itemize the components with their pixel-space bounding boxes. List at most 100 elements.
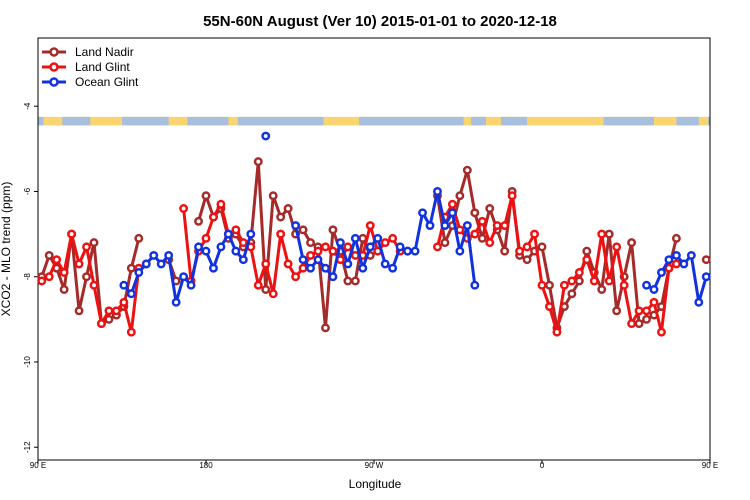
data-point — [74, 306, 84, 316]
data-point — [335, 238, 345, 248]
data-point — [619, 280, 629, 290]
data-point — [380, 238, 390, 248]
y-tick-label: -10 — [23, 356, 32, 368]
data-point — [134, 233, 144, 243]
data-point — [104, 314, 114, 324]
data-point — [686, 250, 696, 260]
data-point — [119, 297, 129, 307]
data-point — [455, 246, 465, 256]
data-point — [649, 297, 659, 307]
data-point — [671, 259, 681, 269]
data-point — [141, 259, 151, 269]
ocean-segment — [187, 116, 229, 126]
data-point — [671, 233, 681, 243]
series-line — [435, 168, 678, 330]
data-point — [380, 259, 390, 269]
data-point — [507, 191, 517, 201]
data-point — [545, 302, 554, 311]
data-point — [306, 263, 315, 273]
data-point — [313, 246, 323, 256]
data-point — [67, 229, 77, 239]
data-point — [694, 297, 704, 307]
data-point — [201, 191, 211, 201]
data-point — [522, 242, 532, 252]
data-point — [44, 250, 54, 260]
series-layer — [37, 131, 711, 337]
data-point — [485, 238, 495, 248]
data-point — [574, 276, 584, 286]
data-point — [253, 280, 263, 290]
data-point — [97, 319, 106, 329]
data-point — [627, 238, 637, 248]
y-axis-title: XCO2 - MLO trend (ppm) — [0, 182, 13, 317]
data-point — [358, 263, 368, 273]
data-point — [104, 306, 114, 316]
data-point — [642, 314, 651, 324]
ocean-segment — [62, 116, 91, 126]
data-point — [470, 280, 480, 290]
data-point — [261, 131, 271, 141]
data-point — [388, 233, 398, 243]
data-point — [209, 263, 218, 273]
data-point — [231, 246, 241, 256]
data-point — [82, 242, 91, 252]
data-point — [701, 255, 711, 265]
data-point — [283, 204, 293, 213]
x-tick-label: 0 — [540, 461, 545, 470]
data-point — [537, 242, 547, 252]
data-point — [179, 204, 189, 213]
data-point — [291, 221, 301, 231]
data-point — [209, 212, 218, 222]
y-tick-label: -8 — [23, 273, 32, 281]
ocean-segment — [237, 116, 324, 126]
data-point — [156, 259, 166, 269]
data-point — [194, 242, 203, 252]
data-point — [365, 221, 375, 231]
data-point — [470, 208, 480, 218]
data-point — [246, 229, 256, 239]
data-point — [321, 263, 330, 273]
data-point — [559, 280, 569, 290]
legend-label: Land Glint — [75, 60, 130, 74]
data-point — [216, 242, 226, 252]
data-point — [328, 246, 338, 256]
data-point — [321, 242, 330, 252]
data-point — [530, 229, 539, 239]
data-point — [604, 229, 614, 239]
data-point — [343, 259, 353, 269]
data-point — [612, 242, 622, 252]
x-axis-title: Longitude — [349, 477, 402, 491]
data-point — [574, 267, 584, 277]
data-point — [276, 212, 286, 222]
data-point — [657, 267, 666, 277]
data-point — [343, 276, 353, 286]
data-point — [395, 242, 405, 252]
data-point — [567, 289, 577, 299]
data-point — [440, 238, 450, 248]
data-point — [567, 276, 577, 286]
data-point — [44, 272, 54, 282]
series-ocean-glint — [119, 131, 711, 307]
data-point — [552, 327, 562, 337]
ocean-segment — [359, 116, 464, 126]
data-point — [89, 280, 99, 290]
data-point — [425, 221, 435, 231]
data-point — [350, 233, 360, 243]
data-point — [328, 225, 338, 235]
data-point — [306, 238, 315, 248]
data-point — [582, 255, 592, 265]
data-point — [642, 306, 651, 316]
data-point — [470, 229, 480, 239]
data-point — [537, 280, 547, 290]
data-point — [492, 221, 502, 231]
data-point — [261, 259, 271, 269]
data-point — [186, 280, 196, 290]
ocean-segment — [603, 116, 654, 126]
legend-label: Land Nadir — [75, 45, 134, 59]
data-point — [642, 280, 651, 290]
legend-label: Ocean Glint — [75, 75, 139, 89]
x-axis: 90 E 180 90 W 0 90 E — [30, 460, 718, 470]
data-point — [126, 289, 136, 299]
data-point — [597, 229, 607, 239]
